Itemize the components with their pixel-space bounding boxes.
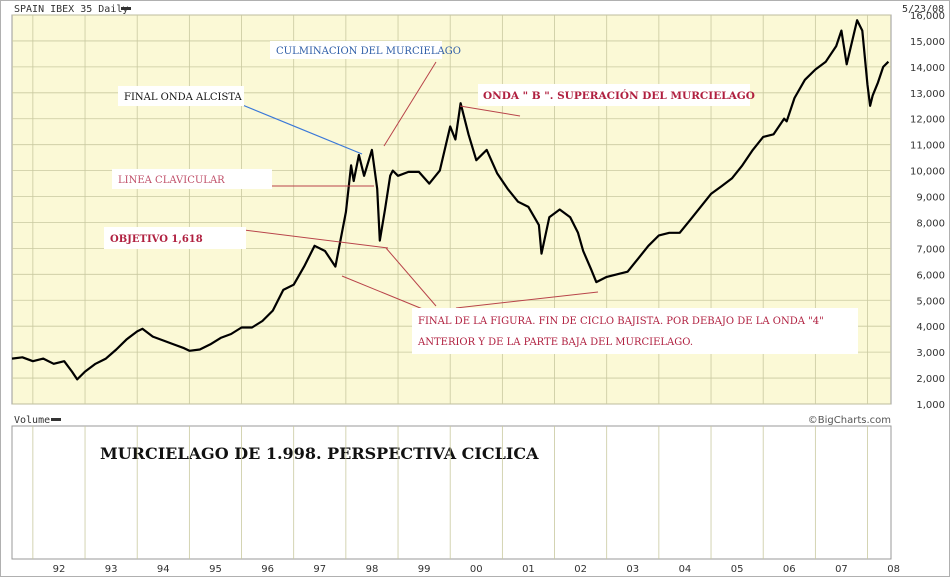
y-tick-label: 12,000 (910, 115, 945, 126)
y-tick-label: 6,000 (916, 270, 945, 281)
x-tick-label: 03 (626, 564, 639, 575)
x-tick-label: 08 (887, 564, 900, 575)
y-tick-label: 5,000 (916, 296, 945, 307)
linea-box (112, 169, 272, 189)
y-tick-label: 1,000 (916, 400, 945, 411)
y-tick-label: 13,000 (910, 89, 945, 100)
y-tick-label: 11,000 (910, 141, 945, 152)
x-tick-label: 07 (835, 564, 848, 575)
final-figura-label-2: ANTERIOR Y DE LA PARTE BAJA DEL MURCIELA… (417, 337, 693, 348)
x-tick-label: 96 (261, 564, 274, 575)
annotation-labels: CULMINACION DEL MURCIELAGO FINAL ONDA AL… (104, 41, 858, 354)
y-tick-label: 7,000 (916, 244, 945, 255)
price-line (11, 19, 890, 381)
x-axis: 92 93 94 95 96 97 98 99 00 01 02 03 04 05 06 07 08 (32, 426, 900, 575)
objetivo-box (104, 227, 246, 249)
y-tick-label: 14,000 (910, 63, 945, 74)
final-figura-box (412, 308, 858, 354)
x-tick-label: 06 (783, 564, 796, 575)
x-tick-label: 04 (679, 564, 692, 575)
y-axis: 1,000 2,000 3,000 4,000 5,000 6,000 7,000 8,000… (910, 11, 945, 411)
y-tick-label: 10,000 (910, 167, 945, 178)
credit-label: ©BigCharts.com (808, 415, 891, 426)
x-tick-label: 97 (313, 564, 326, 575)
culminacion-pointer (383, 61, 437, 147)
x-tick-label: 00 (470, 564, 483, 575)
y-tick-label: 2,000 (916, 374, 945, 385)
final-onda-label: FINAL ONDA ALCISTA (124, 92, 242, 103)
volume-label: Volume (14, 415, 50, 426)
title-dash (121, 7, 131, 10)
onda-b-label: ONDA " B ". SUPERACIÓN DEL MURCIELAGO (483, 88, 755, 102)
annotation-lines (239, 61, 599, 313)
objetivo-label: OBJETIVO 1,618 (110, 234, 203, 245)
final-figura-pointer-2 (341, 275, 431, 313)
x-tick-label: 95 (209, 564, 222, 575)
final-figura-pointer-3 (455, 291, 599, 309)
chart-title: SPAIN IBEX 35 Daily (14, 4, 128, 15)
linea-label: LINEA CLAVICULAR (118, 175, 225, 186)
y-tick-label: 8,000 (916, 218, 945, 229)
caption-label: MURCIELAGO DE 1.998. PERSPECTIVA CICLICA (100, 444, 539, 463)
final-figura-pointer-1 (385, 247, 437, 307)
final-onda-box (118, 86, 244, 106)
x-tick-label: 99 (418, 564, 431, 575)
culminacion-box (270, 41, 442, 59)
caption-box (98, 436, 866, 480)
volume-panel: Volume ©BigCharts.com MURCIELAGO DE 1.99… (11, 415, 892, 560)
onda-b-box (478, 84, 750, 106)
y-tick-label: 4,000 (916, 322, 945, 333)
x-tick-label: 94 (157, 564, 170, 575)
objetivo-line (243, 229, 389, 249)
x-tick-label: 98 (366, 564, 379, 575)
final-onda-pointer (239, 103, 363, 155)
final-figura-label-1: FINAL DE LA FIGURA. FIN DE CICLO BAJISTA… (418, 316, 824, 327)
x-tick-label: 05 (731, 564, 744, 575)
chart-date: 5/23/08 (902, 4, 944, 15)
y-tick-label: 16,000 (910, 11, 945, 22)
x-tick-label: 93 (105, 564, 118, 575)
x-tick-label: 01 (522, 564, 535, 575)
x-tick-label: 02 (574, 564, 587, 575)
culminacion-label: CULMINACION DEL MURCIELAGO (276, 46, 461, 57)
x-tick-label: 92 (53, 564, 66, 575)
y-tick-label: 3,000 (916, 348, 945, 359)
y-tick-label: 15,000 (910, 37, 945, 48)
y-tick-label: 9,000 (916, 193, 945, 204)
volume-dash (51, 418, 61, 421)
onda-b-pointer (459, 105, 521, 117)
